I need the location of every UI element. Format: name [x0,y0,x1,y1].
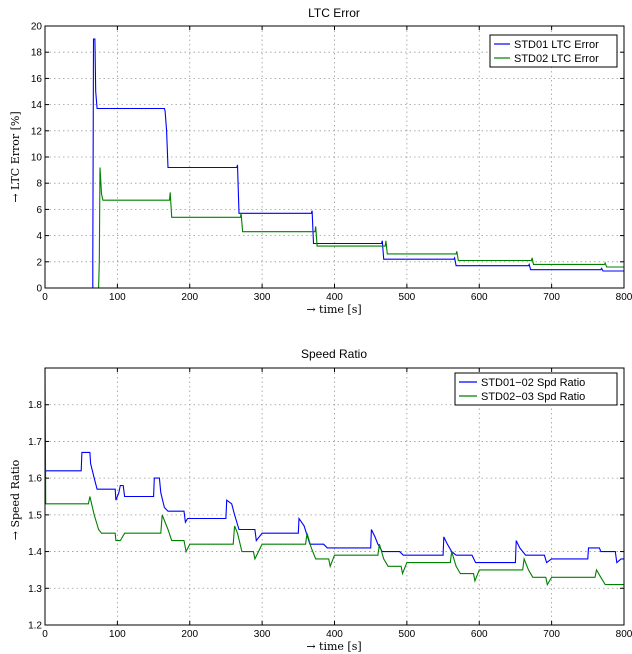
y-tick-label: 1.6 [28,474,42,485]
x-tick-label: 700 [543,629,560,640]
legend-entry: STD01 LTC Error [514,39,599,51]
chart-title: LTC Error [308,6,360,20]
x-tick-label: 500 [399,629,416,640]
x-axis-label: → time [s] [306,303,361,316]
legend: STD01 LTC Error STD02 LTC Error [490,35,617,67]
x-tick-label: 800 [616,629,632,640]
y-axis-label: → Speed Ratio [9,459,22,540]
x-tick-label: 100 [109,292,126,303]
x-tick-label: 400 [326,292,343,303]
x-tick-label: 0 [42,629,48,640]
legend-entry: STD01−02 Spd Ratio [481,377,585,389]
y-tick-label: 14 [31,100,43,111]
y-tick-label: 10 [31,153,43,164]
x-tick-label: 600 [471,629,488,640]
legend-entry: STD02 LTC Error [514,53,599,65]
x-tick-label: 500 [399,292,416,303]
y-tick-label: 1.2 [28,621,42,632]
y-axis-label: → LTC Error [%] [9,111,22,202]
x-tick-label: 400 [326,629,343,640]
x-tick-label: 600 [471,292,488,303]
y-tick-label: 6 [36,205,42,216]
y-tick-label: 20 [31,22,43,33]
y-tick-label: 8 [36,179,42,190]
x-tick-label: 300 [254,292,271,303]
y-tick-label: 1.5 [28,510,42,521]
x-tick-label: 800 [616,292,632,303]
x-tick-label: 100 [109,629,126,640]
axis-ticks: 0 100 200 300 400 500 600 700 800 1.2 1.3 1.4 1.5 1.6… [28,368,632,640]
y-tick-label: 12 [31,126,43,137]
y-tick-label: 18 [31,48,43,59]
x-tick-label: 0 [42,292,48,303]
y-tick-label: 0 [36,284,42,295]
y-tick-label: 2 [36,257,42,268]
legend: STD01−02 Spd Ratio STD02−03 Spd Ratio [455,373,617,405]
x-tick-label: 300 [254,629,271,640]
x-axis-label: → time [s] [306,640,361,653]
y-tick-label: 1.3 [28,584,42,595]
y-tick-label: 1.8 [28,400,42,411]
speed-ratio-chart: Speed Ratio 0 100 200 300 400 500 600 700 800 1.2… [9,347,632,653]
x-tick-label: 200 [181,292,198,303]
y-tick-label: 4 [36,231,42,242]
y-tick-label: 1.7 [28,437,42,448]
x-tick-label: 200 [181,629,198,640]
y-tick-label: 16 [31,74,43,85]
y-tick-label: 1.4 [28,547,42,558]
x-tick-label: 700 [543,292,560,303]
legend-entry: STD02−03 Spd Ratio [481,391,585,403]
chart-title: Speed Ratio [301,347,367,361]
ltc-error-chart: LTC Error 0 100 200 300 400 500 600 700 800 0 2 4 6 8… [9,6,632,316]
